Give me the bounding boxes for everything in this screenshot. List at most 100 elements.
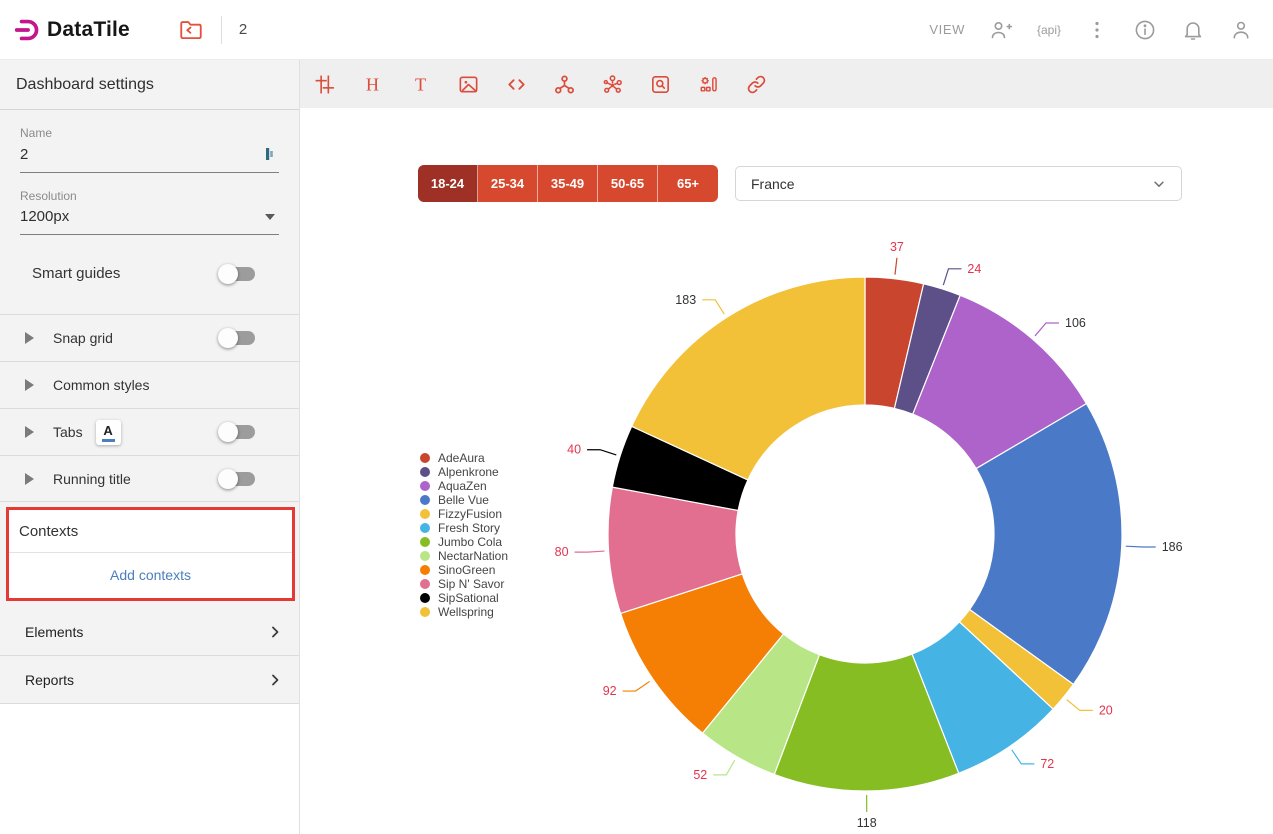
legend-label: Jumbo Cola (438, 535, 503, 549)
workspace-number: 2 (238, 21, 248, 38)
svg-text:T: T (415, 74, 426, 94)
chart-legend: AdeAura Alpenkrone AquaZen Belle Vue FizzyFu… (420, 451, 508, 619)
info-icon[interactable] (1133, 18, 1157, 42)
section-common-styles[interactable]: Common styles (0, 361, 299, 408)
legend-dot-icon (420, 607, 430, 617)
sidebar-item-elements[interactable]: Elements (0, 608, 299, 656)
section-tabs[interactable]: Tabs A (0, 408, 299, 455)
folder-back-icon[interactable] (178, 17, 204, 43)
legend-item[interactable]: Sip N' Savor (420, 577, 508, 591)
legend-label: AdeAura (438, 451, 485, 465)
label-leader-line (713, 759, 736, 776)
legend-item[interactable]: Wellspring (420, 605, 508, 619)
label-leader-line (1125, 545, 1156, 548)
legend-label: AquaZen (438, 479, 487, 493)
slice-value-label: 183 (675, 293, 696, 307)
legend-item[interactable]: Jumbo Cola (420, 535, 508, 549)
legend-item[interactable]: AdeAura (420, 451, 508, 465)
label-leader-line (702, 299, 725, 315)
legend-item[interactable]: AquaZen (420, 479, 508, 493)
font-style-icon[interactable]: A (95, 419, 121, 445)
smart-guides-toggle[interactable] (218, 263, 255, 284)
heading-icon[interactable]: H (361, 73, 384, 96)
tabs-toggle[interactable] (218, 422, 255, 442)
contexts-section-highlighted: Contexts Add contexts (6, 507, 295, 601)
legend-dot-icon (420, 551, 430, 561)
notifications-icon[interactable] (1181, 18, 1205, 42)
age-button-50-65[interactable]: 50-65 (598, 165, 658, 202)
resolution-select[interactable]: 1200px (20, 203, 279, 235)
add-user-icon[interactable] (989, 18, 1013, 42)
view-mode-label[interactable]: VIEW (929, 22, 965, 37)
name-field-chart-icon[interactable] (261, 145, 279, 163)
chevron-right-icon (272, 674, 279, 685)
legend-item[interactable]: SinoGreen (420, 563, 508, 577)
api-icon[interactable]: {api} (1036, 22, 1061, 37)
country-select[interactable]: France (735, 166, 1182, 201)
slice-value-label: 118 (857, 816, 877, 830)
slice-value-label: 52 (693, 768, 707, 782)
widget-settings-icon[interactable] (697, 73, 720, 96)
text-icon[interactable]: T (409, 73, 432, 96)
label-leader-line (894, 257, 898, 275)
age-button-25-34[interactable]: 25-34 (478, 165, 538, 202)
expander-triangle-icon[interactable] (25, 379, 34, 391)
legend-item[interactable]: Alpenkrone (420, 465, 508, 479)
tune-icon[interactable] (313, 73, 336, 96)
country-select-value: France (751, 175, 795, 192)
legend-dot-icon (420, 481, 430, 491)
section-snap-grid[interactable]: Snap grid (0, 314, 299, 361)
donut-slice-Belle Vue[interactable] (968, 402, 1123, 686)
chevron-down-icon (1154, 181, 1164, 187)
donut-slice-Wellspring[interactable] (630, 276, 866, 481)
slice-value-label: 20 (1099, 703, 1113, 717)
search-box-icon[interactable] (649, 73, 672, 96)
label-leader-line (622, 680, 650, 692)
main-area: H T (300, 60, 1273, 834)
legend-item[interactable]: NectarNation (420, 549, 508, 563)
age-button-65+[interactable]: 65+ (658, 165, 718, 202)
link-icon[interactable] (745, 73, 768, 96)
account-icon[interactable] (1229, 18, 1253, 42)
legend-item[interactable]: FizzyFusion (420, 507, 508, 521)
name-field-group: Name (0, 110, 299, 173)
expander-triangle-icon[interactable] (25, 332, 34, 344)
image-icon[interactable] (457, 73, 480, 96)
resolution-field-group: Resolution 1200px (0, 173, 299, 235)
contexts-title: Contexts (9, 510, 292, 553)
legend-label: Fresh Story (438, 521, 501, 535)
chevron-down-icon (265, 213, 275, 220)
age-button-35-49[interactable]: 35-49 (538, 165, 598, 202)
legend-item[interactable]: Belle Vue (420, 493, 508, 507)
legend-item[interactable]: SipSational (420, 591, 508, 605)
add-contexts-link[interactable]: Add contexts (110, 567, 191, 583)
name-input[interactable] (20, 145, 240, 163)
legend-dot-icon (420, 467, 430, 477)
legend-dot-icon (420, 537, 430, 547)
kebab-menu-icon[interactable] (1085, 18, 1109, 42)
expander-triangle-icon[interactable] (25, 472, 34, 485)
age-button-18-24[interactable]: 18-24 (418, 165, 478, 202)
header-divider (220, 15, 222, 44)
section-running-title[interactable]: Running title (0, 455, 299, 502)
legend-label: Wellspring (438, 605, 494, 619)
running-title-toggle[interactable] (218, 468, 255, 489)
share-nodes-icon[interactable] (553, 73, 576, 96)
age-group-control: 18-24 25-34 35-49 50-65 65+ (418, 165, 718, 202)
snap-grid-toggle[interactable] (218, 328, 255, 348)
cluster-icon[interactable] (601, 73, 624, 96)
expander-triangle-icon[interactable] (25, 426, 34, 438)
code-icon[interactable] (505, 73, 528, 96)
sidebar: Dashboard settings Name Resolution 1200p… (0, 60, 300, 834)
sidebar-item-reports[interactable]: Reports (0, 656, 299, 704)
legend-label: SipSational (438, 591, 499, 605)
svg-text:H: H (366, 74, 379, 94)
legend-dot-icon (420, 579, 430, 589)
sidebar-title: Dashboard settings (0, 60, 299, 110)
legend-item[interactable]: Fresh Story (420, 521, 508, 535)
slice-value-label: 24 (967, 262, 981, 276)
legend-dot-icon (420, 495, 430, 505)
dashboard-settings-panel: Dashboard settings Name Resolution 1200p… (0, 60, 299, 704)
slice-value-label: 72 (1040, 757, 1054, 771)
label-leader-line (587, 449, 617, 456)
